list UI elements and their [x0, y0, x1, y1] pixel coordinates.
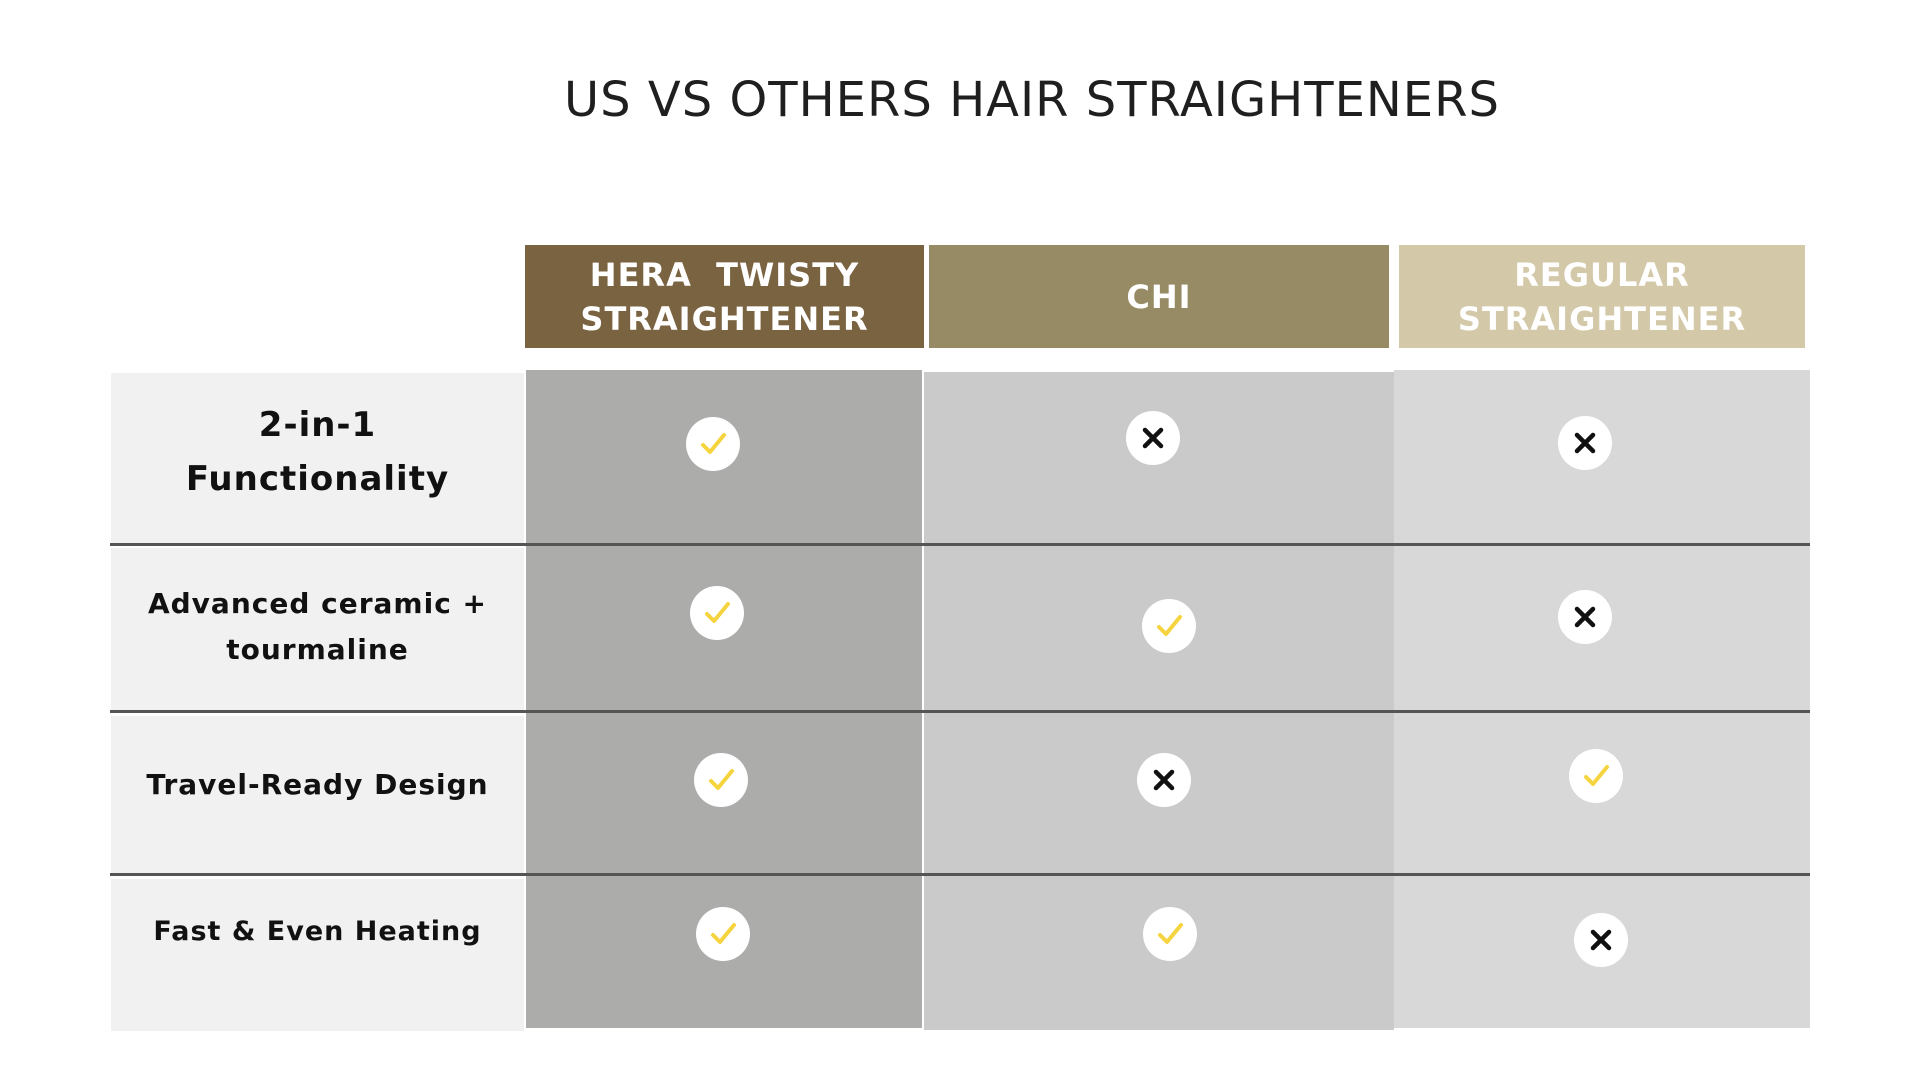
page-title: US VS OTHERS HAIR STRAIGHTENERS — [564, 72, 1500, 128]
cross-icon — [1574, 432, 1596, 454]
column-header-hera-line1: HERA TWISTY — [589, 255, 860, 294]
cross-icon — [1590, 929, 1612, 951]
check-icon — [705, 602, 730, 623]
column-header-chi-line1: CHI — [1126, 277, 1192, 316]
column-header-regular-line2: STRAIGHTENER — [1457, 299, 1747, 338]
mark-row1-hera — [686, 417, 740, 471]
row-label-functionality-line2: Functionality — [185, 459, 450, 499]
mark-row4-hera — [696, 907, 750, 961]
column-header-regular-line1: REGULAR — [1514, 255, 1690, 294]
column-header-hera-line2: STRAIGHTENER — [580, 299, 869, 338]
check-icon — [1158, 923, 1183, 944]
row-label-functionality: 2-in-1 Functionality — [111, 373, 524, 545]
row-divider — [110, 873, 1810, 876]
column-header-chi: CHI — [929, 245, 1389, 348]
row-label-ceramic-line2: tourmaline — [226, 633, 409, 666]
mark-row4-regular — [1574, 913, 1628, 967]
row-divider — [110, 543, 1810, 546]
mark-row1-chi — [1126, 411, 1180, 465]
mark-row2-hera — [690, 586, 744, 640]
row-divider — [110, 710, 1810, 713]
check-icon — [1157, 615, 1182, 636]
row-label-travel-line1: Travel-Ready Design — [146, 768, 489, 801]
check-icon — [711, 923, 736, 944]
row-label-heating: Fast & Even Heating — [111, 879, 524, 1031]
row-label-heating-line1: Fast & Even Heating — [153, 916, 482, 947]
check-icon — [709, 769, 734, 790]
column-header-hera: HERA TWISTY STRAIGHTENER — [525, 245, 924, 348]
row-label-ceramic-line1: Advanced ceramic + — [147, 587, 488, 620]
mark-row2-regular — [1558, 590, 1612, 644]
mark-row1-regular — [1558, 416, 1612, 470]
mark-row4-chi — [1143, 907, 1197, 961]
row-label-functionality-line1: 2-in-1 — [258, 405, 377, 445]
check-icon — [701, 433, 726, 454]
mark-row3-hera — [694, 753, 748, 807]
cross-icon — [1153, 769, 1175, 791]
cross-icon — [1142, 427, 1164, 449]
cross-icon — [1574, 606, 1596, 628]
row-label-travel: Travel-Ready Design — [111, 716, 524, 876]
mark-row3-regular — [1569, 749, 1623, 803]
mark-row3-chi — [1137, 753, 1191, 807]
column-header-regular: REGULAR STRAIGHTENER — [1399, 245, 1805, 348]
check-icon — [1584, 765, 1609, 786]
mark-row2-chi — [1142, 599, 1196, 653]
row-label-ceramic: Advanced ceramic + tourmaline — [111, 548, 524, 713]
